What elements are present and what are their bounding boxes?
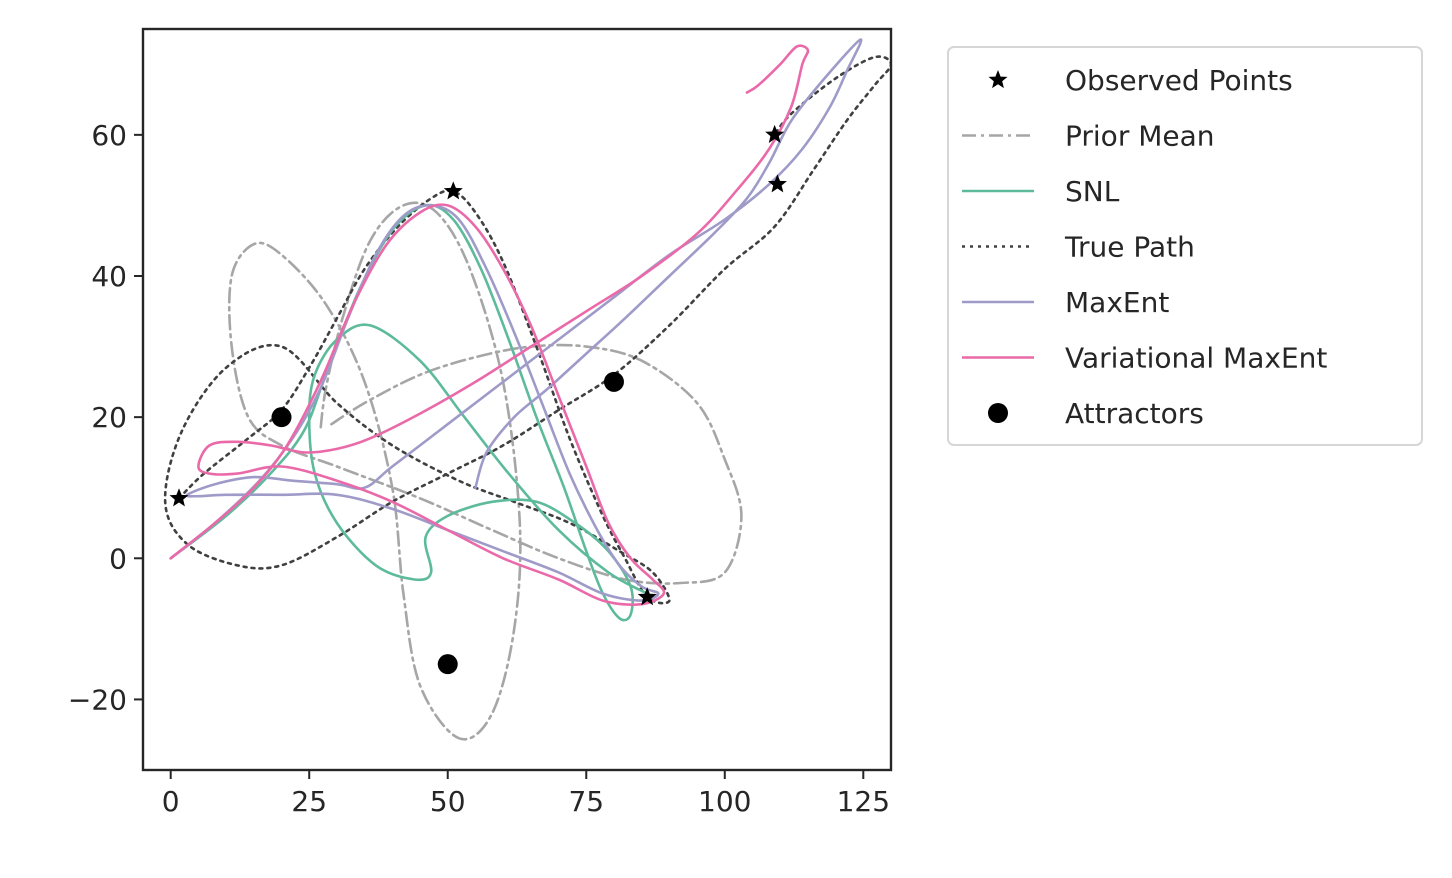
y-tick-label: −20 [68, 683, 127, 716]
series-layer [163, 38, 891, 741]
x-tick-label: 125 [837, 785, 890, 818]
legend-label: True Path [1064, 231, 1195, 264]
legend-entry-prior-mean: Prior Mean [962, 120, 1215, 153]
legend-label: Prior Mean [1065, 120, 1215, 153]
legend-entry-true-path: True Path [962, 231, 1195, 264]
y-axis: −20 0 20 40 60 [68, 119, 143, 716]
y-tick-label: 40 [91, 260, 127, 293]
legend: Observed Points Prior Mean SNL True Path Max… [947, 46, 1423, 446]
plot-frame [141, 27, 893, 772]
attractor-point [603, 371, 624, 392]
legend-label: SNL [1065, 175, 1120, 208]
series-line-maxent [169, 38, 863, 602]
x-tick-label: 0 [162, 785, 180, 818]
x-tick-label: 75 [568, 785, 604, 818]
x-tick-label: 50 [430, 785, 466, 818]
series-line-true-path [163, 55, 891, 605]
legend-label: Observed Points [1065, 64, 1293, 97]
legend-entry-observed: Observed Points [988, 64, 1293, 97]
x-tick-label: 100 [698, 785, 751, 818]
x-axis: 0 25 50 75 100 125 [162, 770, 890, 818]
legend-circle-marker [988, 403, 1008, 423]
legend-entry-maxent: MaxEnt [962, 286, 1169, 319]
legend-label: Attractors [1065, 397, 1204, 430]
legend-box [947, 46, 1423, 446]
y-tick-label: 60 [91, 119, 127, 152]
y-tick-label: 0 [109, 542, 127, 575]
legend-label: MaxEnt [1065, 286, 1169, 319]
x-tick-label: 25 [291, 785, 327, 818]
attractor-point [271, 407, 292, 428]
legend-entry-attractors: Attractors [988, 397, 1204, 430]
legend-entry-variational-maxent: Variational MaxEnt [962, 342, 1327, 375]
series-line-prior-mean [227, 201, 743, 741]
series-line-variational-maxent [169, 44, 810, 606]
legend-entry-snl: SNL [962, 175, 1120, 208]
legend-label: Variational MaxEnt [1065, 342, 1327, 375]
marker-layer [169, 124, 787, 675]
y-tick-label: 20 [91, 401, 127, 434]
attractor-point [437, 654, 458, 675]
